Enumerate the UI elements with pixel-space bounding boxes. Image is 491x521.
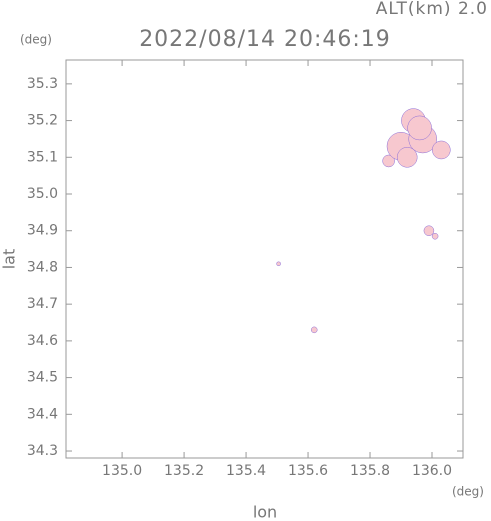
subtitle: ALT(km) 2.0 (376, 0, 488, 19)
x-axis-label: lon (253, 503, 277, 521)
y-axis-label: lat (0, 249, 19, 270)
echo-point (423, 225, 435, 236)
x-tick-label: 135.4 (226, 463, 266, 479)
y-tick-label: 35.3 (27, 76, 58, 92)
x-tick-label: 135.8 (350, 463, 390, 479)
x-tick-label: 136.0 (412, 463, 452, 479)
y-tick-label: 35.1 (27, 149, 58, 165)
echo-point (407, 115, 432, 141)
x-tick-label: 135.0 (102, 463, 142, 479)
y-tick-label: 34.8 (27, 259, 58, 275)
y-tick-label: 34.6 (27, 333, 58, 349)
x-unit: (deg) (452, 485, 484, 499)
echo-point (310, 326, 318, 334)
echo-point (431, 232, 439, 240)
x-tick-label: 135.6 (288, 463, 328, 479)
echo-point (382, 154, 395, 168)
y-tick-label: 34.5 (27, 370, 58, 386)
echo-point (432, 140, 451, 160)
y-tick-label: 34.9 (27, 223, 58, 239)
plot-frame (65, 59, 464, 459)
echo-point (396, 147, 418, 168)
y-tick-label: 35.2 (27, 113, 58, 129)
echo-point (276, 261, 281, 267)
y-tick-label: 34.4 (27, 406, 58, 422)
y-unit: (deg) (20, 33, 52, 47)
y-tick-label: 35.0 (27, 186, 58, 202)
y-tick-label: 34.7 (27, 296, 58, 312)
y-tick-label: 34.3 (27, 443, 58, 459)
chart-title: 2022/08/14 20:46:19 (139, 27, 391, 52)
x-tick-label: 135.2 (164, 463, 204, 479)
